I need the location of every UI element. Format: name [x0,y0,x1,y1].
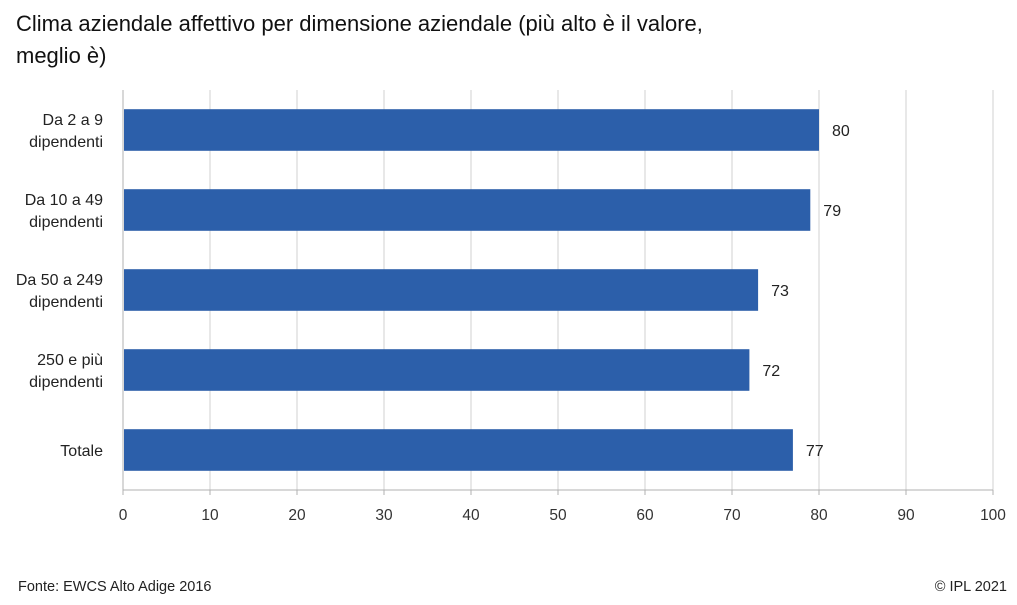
bar [124,429,793,471]
data-label: 80 [832,123,850,140]
x-tick-label: 60 [636,507,654,524]
category-label: dipendenti [29,134,103,151]
bar [124,189,811,231]
bar [124,269,759,311]
category-label: dipendenti [29,294,103,311]
category-label: dipendenti [29,374,103,391]
x-tick-label: 10 [201,507,219,524]
x-tick-label: 30 [375,507,393,524]
chart-title-line-1: Clima aziendale affettivo per dimensione… [16,11,703,36]
copyright-note: © IPL 2021 [934,579,1007,595]
x-tick-label: 90 [897,507,915,524]
bar-chart: 0 10 20 30 40 50 60 70 80 90 100 80 Da 2 a 9 dipenden… [16,90,1006,524]
data-label: 72 [762,363,780,380]
x-tick-label: 80 [810,507,828,524]
data-label: 73 [771,283,789,300]
category-label: Totale [60,443,103,460]
category-label: Da 2 a 9 [43,112,104,129]
bar [124,349,750,391]
category-label: dipendenti [29,214,103,231]
data-label: 79 [823,203,841,220]
chart-title: Clima aziendale affettivo per dimensione… [16,8,996,72]
x-tick-label: 0 [119,507,128,524]
bar [124,109,819,151]
category-label: Da 10 a 49 [25,192,103,209]
source-note: Fonte: EWCS Alto Adige 2016 [18,579,212,595]
x-tick-label: 40 [462,507,480,524]
x-tick-label: 100 [980,507,1006,524]
category-label: Da 50 a 249 [16,272,103,289]
x-tick-label: 70 [723,507,741,524]
category-label: 250 e più [37,352,103,369]
data-label: 77 [806,443,824,460]
x-tick-label: 20 [288,507,306,524]
x-tick-label: 50 [549,507,567,524]
chart-title-line-2: meglio è) [16,43,107,68]
